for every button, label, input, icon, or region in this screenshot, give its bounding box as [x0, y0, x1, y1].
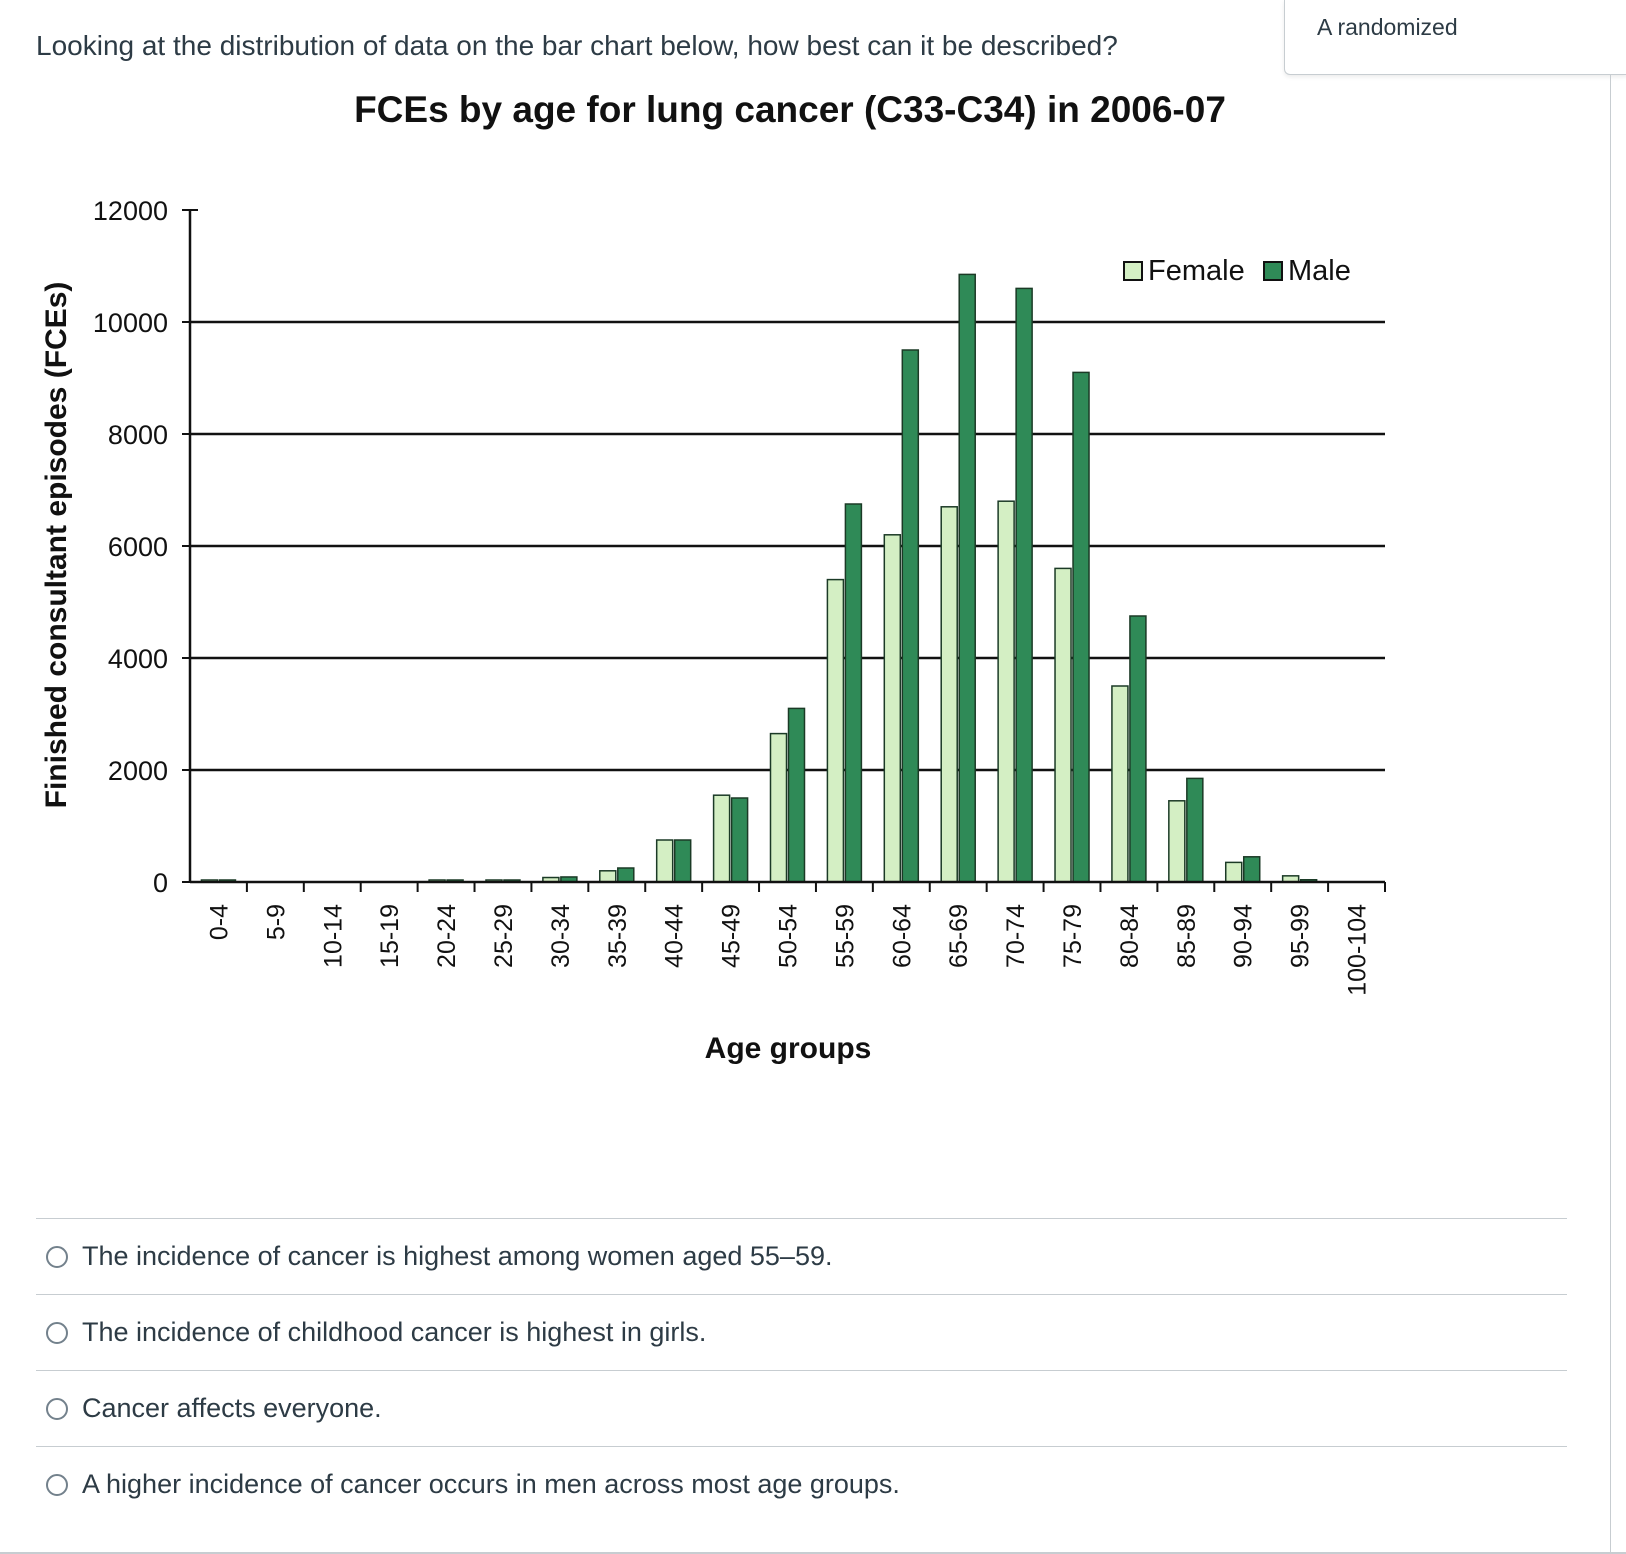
x-tick-label: 10-14 [319, 904, 347, 968]
legend-swatch-female [1123, 261, 1143, 281]
x-tick-label: 20-24 [433, 904, 461, 968]
x-tick-label: 60-64 [888, 904, 916, 968]
x-tick-label: 100-104 [1344, 904, 1372, 996]
randomized-tag-label: A randomized [1317, 14, 1458, 40]
answer-label: Cancer affects everyone. [82, 1393, 382, 1423]
randomized-tag: A randomized [1284, 0, 1626, 75]
x-tick-label: 5-9 [262, 904, 290, 940]
answer-option-4[interactable]: A higher incidence of cancer occurs in m… [36, 1446, 1567, 1522]
x-tick-label: 35-39 [604, 904, 632, 968]
y-tick-label: 4000 [108, 644, 168, 674]
y-axis-label: Finished consultant episodes (FCEs) [40, 282, 73, 809]
x-tick-label: 75-79 [1059, 904, 1087, 968]
answer-option-3[interactable]: Cancer affects everyone. [36, 1370, 1567, 1446]
bar-female-50-54 [769, 732, 788, 883]
legend-label-female: Female [1148, 255, 1245, 287]
bar-male-55-59 [844, 503, 863, 883]
bar-female-80-84 [1111, 685, 1129, 883]
bar-male-80-84 [1129, 615, 1147, 883]
x-tick-label: 55-59 [831, 904, 859, 968]
answer-label: The incidence of childhood cancer is hig… [82, 1317, 707, 1347]
y-tick-label: 2000 [108, 756, 168, 786]
y-tick-label: 12000 [93, 196, 168, 226]
question-text: Looking at the distribution of data on t… [36, 30, 1118, 61]
x-tick-label: 25-29 [490, 904, 518, 968]
x-tick-label: 85-89 [1173, 904, 1201, 968]
bar-female-70-74 [997, 500, 1015, 883]
x-tick-label: 30-34 [547, 904, 575, 968]
x-tick-label: 15-19 [376, 904, 404, 968]
bar-female-45-49 [712, 794, 731, 883]
bar-male-85-89 [1186, 777, 1204, 883]
x-tick-label: 50-54 [775, 904, 803, 968]
y-tick-label: 6000 [108, 532, 168, 562]
answer-label: The incidence of cancer is highest among… [82, 1241, 833, 1271]
x-tick-label: 95-99 [1287, 904, 1315, 968]
bar-female-90-94 [1224, 861, 1243, 883]
bar-chart: FCEs by age for lung cancer (C33-C34) in… [40, 89, 1386, 1065]
bar-male-75-79 [1072, 371, 1090, 883]
chart-title: FCEs by age for lung cancer (C33-C34) in… [354, 89, 1226, 130]
bottom-divider [0, 1552, 1626, 1554]
y-tick-label: 0 [153, 868, 168, 898]
bar-male-70-74 [1015, 287, 1033, 883]
x-tick-label: 45-49 [718, 904, 746, 968]
x-tick-label: 0-4 [205, 904, 233, 940]
y-tick-label: 8000 [108, 420, 168, 450]
answer-option-1[interactable]: The incidence of cancer is highest among… [36, 1218, 1567, 1294]
radio-button[interactable] [46, 1245, 68, 1268]
answer-list: The incidence of cancer is highest among… [36, 1218, 1567, 1522]
bar-female-55-59 [826, 578, 845, 883]
x-tick-label: 40-44 [661, 904, 689, 968]
answer-label: A higher incidence of cancer occurs in m… [82, 1469, 900, 1499]
bar-female-75-79 [1054, 567, 1072, 883]
bar-male-45-49 [730, 797, 749, 883]
radio-button[interactable] [46, 1321, 68, 1344]
bar-male-90-94 [1242, 856, 1261, 883]
bar-female-60-64 [883, 534, 902, 883]
answer-option-2[interactable]: The incidence of childhood cancer is hig… [36, 1294, 1567, 1370]
bar-male-60-64 [901, 349, 920, 883]
bar-male-35-39 [617, 867, 635, 883]
legend-swatch-male [1263, 261, 1283, 281]
bar-female-35-39 [599, 870, 617, 883]
bar-female-85-89 [1168, 800, 1186, 883]
x-tick-label: 65-69 [945, 904, 973, 968]
x-axis-label: Age groups [705, 1032, 872, 1065]
bar-male-65-69 [958, 273, 976, 883]
bar-male-50-54 [787, 707, 806, 883]
radio-button[interactable] [46, 1473, 68, 1496]
x-tick-label: 70-74 [1002, 904, 1030, 968]
legend-label-male: Male [1288, 255, 1351, 287]
x-tick-label: 80-84 [1116, 904, 1144, 968]
panel-divider [1610, 74, 1611, 1554]
x-tick-label: 90-94 [1230, 904, 1258, 968]
radio-button[interactable] [46, 1397, 68, 1420]
bar-male-40-44 [673, 839, 692, 883]
bar-female-40-44 [655, 839, 674, 883]
chart-legend: Female Male [1123, 255, 1351, 287]
bar-female-65-69 [940, 506, 958, 883]
y-tick-label: 10000 [93, 308, 168, 338]
